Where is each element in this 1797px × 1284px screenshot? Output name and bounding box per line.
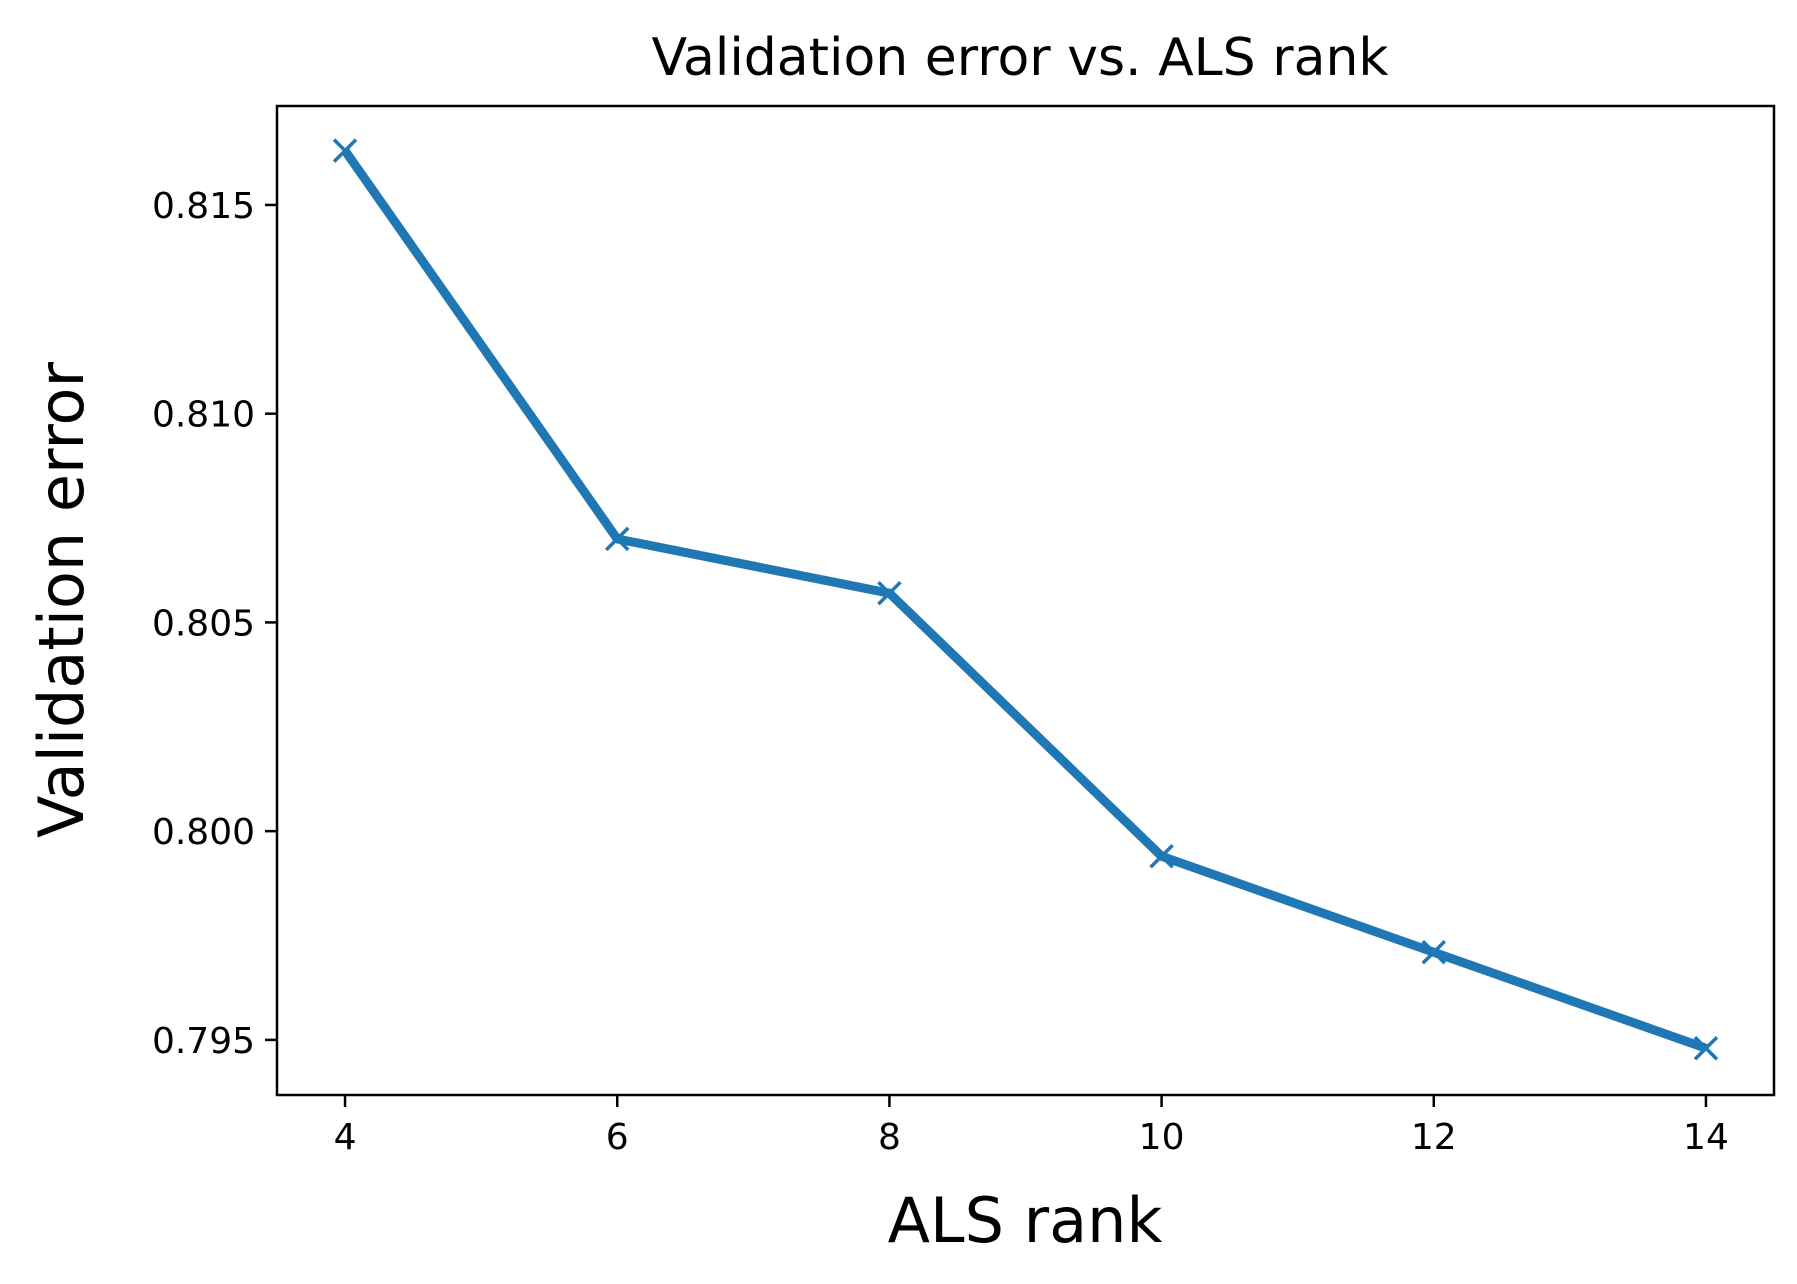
- data-point-marker: [1421, 939, 1447, 965]
- series-line: [341, 148, 1708, 1053]
- x-axis: 4 6 8 10 12 14: [334, 1095, 1729, 1158]
- data-point-marker: [332, 138, 358, 163]
- x-tick-label: 8: [878, 1117, 901, 1158]
- x-axis-label: ALS rank: [888, 1184, 1163, 1257]
- y-axis-label: Validation error: [25, 362, 98, 838]
- x-tick-label: 4: [334, 1117, 357, 1158]
- y-tick-label: 0.805: [152, 603, 255, 644]
- y-axis: 0.795 0.800 0.805 0.810 0.815: [152, 186, 277, 1062]
- x-tick-label: 10: [1139, 1117, 1185, 1158]
- x-tick-label: 6: [606, 1117, 629, 1158]
- data-point-marker: [877, 580, 902, 606]
- y-tick-label: 0.815: [152, 186, 255, 227]
- y-tick-label: 0.810: [152, 395, 255, 436]
- x-tick-label: 14: [1683, 1117, 1729, 1158]
- data-point-marker: [604, 526, 630, 552]
- y-tick-label: 0.795: [152, 1021, 255, 1062]
- plot-frame: [275, 104, 1776, 1097]
- series-layer: [332, 138, 1719, 1061]
- data-point-marker: [1149, 843, 1174, 869]
- data-point-marker: [1693, 1036, 1719, 1061]
- y-tick-label: 0.800: [152, 812, 255, 853]
- chart-title: Validation error vs. ALS rank: [651, 28, 1388, 88]
- x-tick-label: 12: [1411, 1117, 1457, 1158]
- plot-area: 4 6 8 10 12 14 0.795 0.800 0.805 0.810 0.815: [152, 104, 1776, 1158]
